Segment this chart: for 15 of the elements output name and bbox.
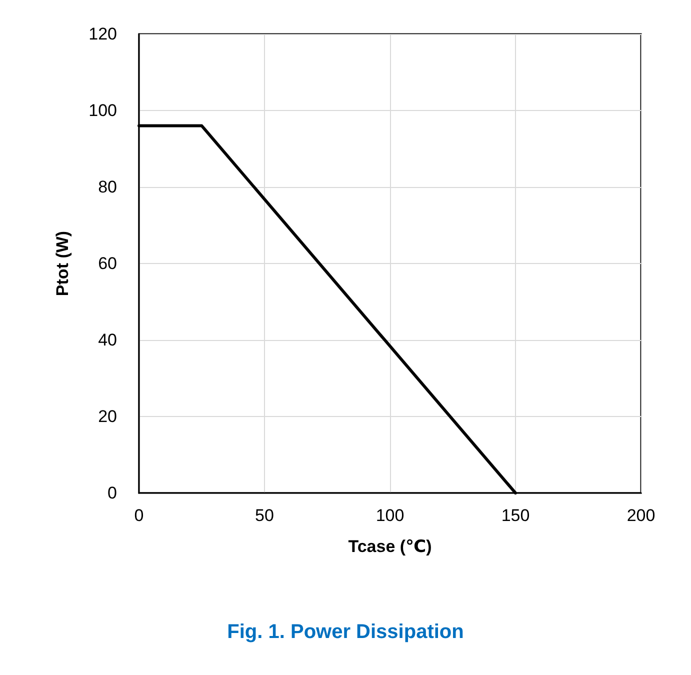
y-tick-label: 60 — [98, 254, 117, 273]
x-tick-label: 150 — [501, 506, 530, 525]
x-axis-title: Tcase (℃) — [348, 537, 432, 556]
y-tick-label: 40 — [98, 330, 117, 350]
y-tick-label: 20 — [98, 407, 117, 426]
x-tick-label: 0 — [134, 506, 144, 525]
y-tick-label: 0 — [108, 484, 117, 502]
x-tick-label: 50 — [255, 506, 274, 525]
y-tick-label: 80 — [98, 178, 117, 196]
y-axis-title: Ptot (W) — [53, 230, 72, 296]
y-tick-label: 100 — [88, 101, 117, 120]
x-tick-label: 200 — [626, 506, 656, 525]
x-tick-label: 100 — [376, 506, 404, 525]
y-tick-label: 120 — [88, 24, 117, 44]
text: Fig. 1. Power Dissipation — [227, 621, 464, 643]
